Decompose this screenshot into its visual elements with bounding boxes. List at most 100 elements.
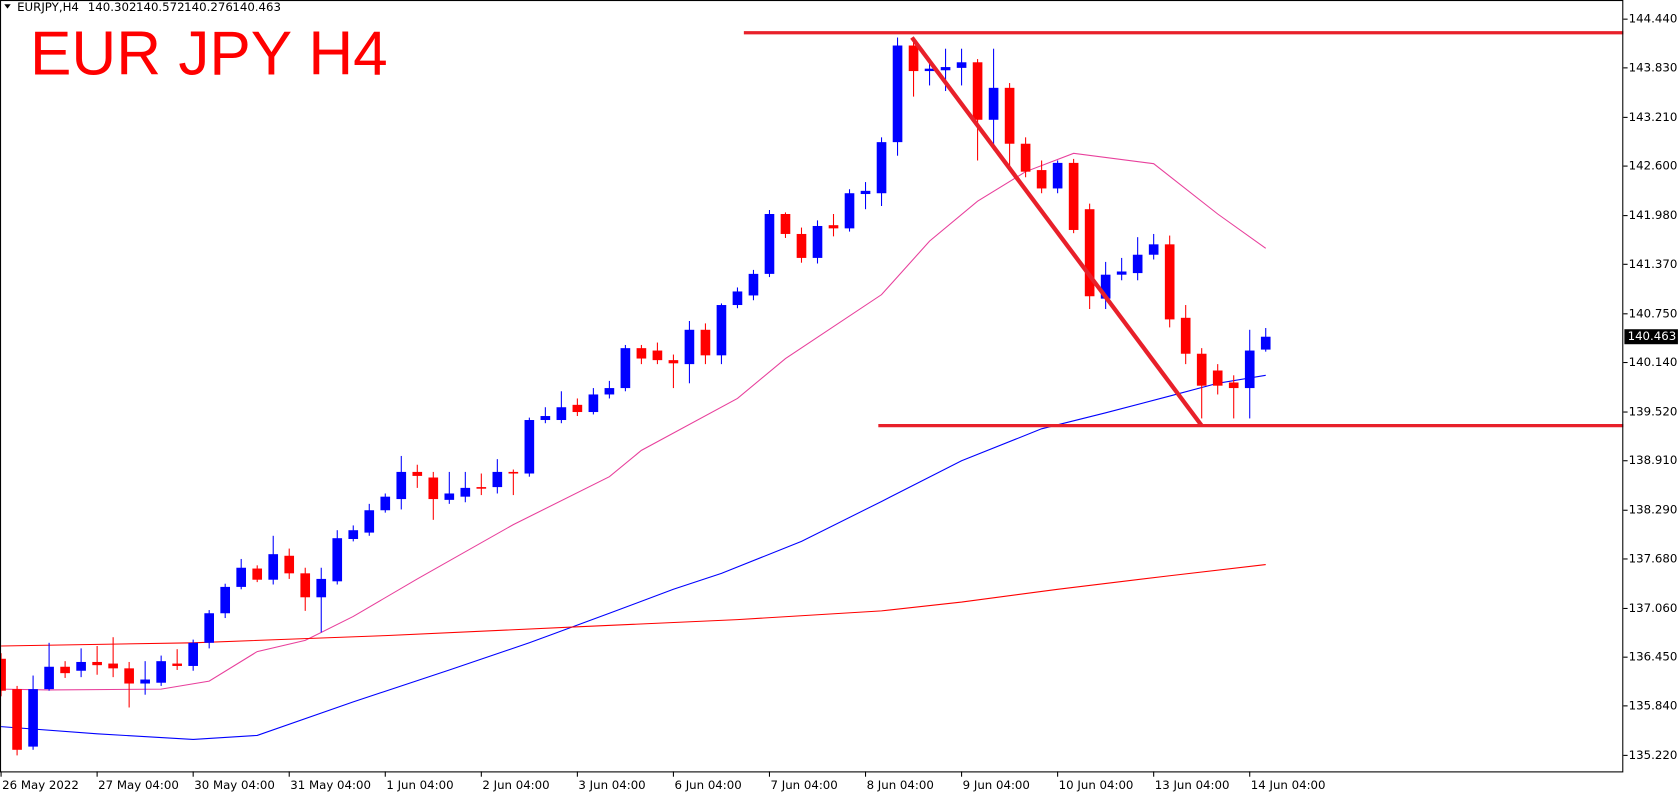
x-tick-label: 30 May 04:00 xyxy=(194,778,275,792)
candle-body xyxy=(1052,162,1063,189)
candle-body xyxy=(188,642,198,666)
candle-body xyxy=(796,233,807,258)
candle-body xyxy=(892,45,903,143)
x-tick-label: 26 May 2022 xyxy=(2,778,79,792)
candle-body xyxy=(812,225,823,258)
candle-body xyxy=(76,661,86,671)
candle-body xyxy=(460,487,471,497)
x-tick-label: 3 Jun 04:00 xyxy=(578,778,645,792)
y-tick-label: 143.830 xyxy=(1629,60,1678,74)
y-tick-label: 140.750 xyxy=(1629,306,1678,320)
candle-body xyxy=(412,471,423,476)
price-label: 140.463 xyxy=(1628,329,1677,343)
moving-average xyxy=(1,374,1266,740)
x-tick-label: 2 Jun 04:00 xyxy=(482,778,549,792)
candle-body xyxy=(828,225,839,229)
candle-body xyxy=(1100,274,1111,299)
x-tick-label: 13 Jun 04:00 xyxy=(1155,778,1230,792)
candle-body xyxy=(860,190,871,195)
y-tick-label: 137.060 xyxy=(1629,601,1678,615)
plot-frame xyxy=(0,0,1624,773)
candle-body xyxy=(1020,143,1031,172)
candle-body xyxy=(876,142,887,194)
candle-body xyxy=(716,305,727,356)
candle-body xyxy=(60,666,70,674)
moving-average xyxy=(1,564,1266,647)
x-tick-label: 31 May 04:00 xyxy=(290,778,371,792)
candle-body xyxy=(780,214,791,234)
candle-body xyxy=(652,350,663,361)
candle-body xyxy=(684,329,695,365)
candle-body xyxy=(1244,350,1255,389)
candle-body xyxy=(732,291,743,306)
candle-body xyxy=(172,663,182,666)
candle-body xyxy=(332,538,343,582)
candle-body xyxy=(508,471,519,474)
candle-body xyxy=(908,45,919,72)
x-tick-label: 10 Jun 04:00 xyxy=(1059,778,1134,792)
candle-body xyxy=(924,68,935,72)
candle-body xyxy=(588,394,599,413)
candle-body xyxy=(396,471,407,500)
candle-body xyxy=(204,613,214,643)
candle-body xyxy=(540,416,551,421)
candle-body xyxy=(940,67,951,71)
chart-title: EUR JPY H4 xyxy=(30,19,388,88)
header-close: 140.463 xyxy=(232,0,281,14)
candle-body xyxy=(1212,370,1223,386)
trend-line xyxy=(910,36,1204,427)
candle-body xyxy=(348,530,359,539)
candle-body xyxy=(444,493,455,500)
y-tick-label: 135.840 xyxy=(1629,698,1678,712)
candle-body xyxy=(1116,271,1127,275)
y-tick-label: 136.450 xyxy=(1629,650,1678,664)
y-tick-label: 142.600 xyxy=(1629,159,1678,173)
candle-body xyxy=(1084,209,1095,297)
candle-body xyxy=(764,214,775,274)
candle-body xyxy=(668,360,679,364)
candle-body xyxy=(972,62,983,120)
candle-body xyxy=(988,87,999,120)
candle-body xyxy=(380,496,391,511)
header-low: 140.276 xyxy=(184,0,233,14)
candle-body xyxy=(108,663,118,669)
x-tick-label: 14 Jun 04:00 xyxy=(1251,778,1326,792)
candle-body xyxy=(12,689,22,750)
candle-body xyxy=(1196,353,1207,386)
y-tick-label: 135.220 xyxy=(1629,748,1678,762)
candle-body xyxy=(252,568,263,580)
candle-body xyxy=(844,193,855,229)
candle-body xyxy=(236,567,247,587)
candle-body xyxy=(476,487,487,489)
candle-body xyxy=(92,661,102,666)
candle-body xyxy=(572,404,583,413)
candle-body xyxy=(316,578,327,598)
candle-body xyxy=(284,555,295,574)
candle-body xyxy=(556,407,567,421)
candle-body xyxy=(428,477,439,500)
candle-body xyxy=(268,554,279,580)
candle-body xyxy=(748,273,759,296)
candle-body xyxy=(156,661,166,683)
plot-area xyxy=(0,31,1624,756)
candle-body xyxy=(300,573,311,598)
y-tick-label: 140.140 xyxy=(1629,355,1678,369)
y-tick-label: 141.980 xyxy=(1629,208,1678,222)
candle-body xyxy=(524,420,535,474)
candle-body xyxy=(220,586,231,614)
candle-body xyxy=(492,471,503,488)
candle-body xyxy=(1148,244,1159,255)
candle-body xyxy=(44,666,54,690)
y-tick-label: 138.910 xyxy=(1629,453,1678,467)
candle-body xyxy=(1228,382,1239,389)
y-tick-label: 138.290 xyxy=(1629,503,1678,517)
candle-body xyxy=(956,62,967,68)
candle-body xyxy=(636,348,647,359)
candle-body xyxy=(604,388,615,395)
candle-body xyxy=(124,668,134,684)
menu-arrow[interactable] xyxy=(4,4,11,9)
x-tick-label: 8 Jun 04:00 xyxy=(867,778,934,792)
y-tick-label: 141.370 xyxy=(1629,257,1678,271)
